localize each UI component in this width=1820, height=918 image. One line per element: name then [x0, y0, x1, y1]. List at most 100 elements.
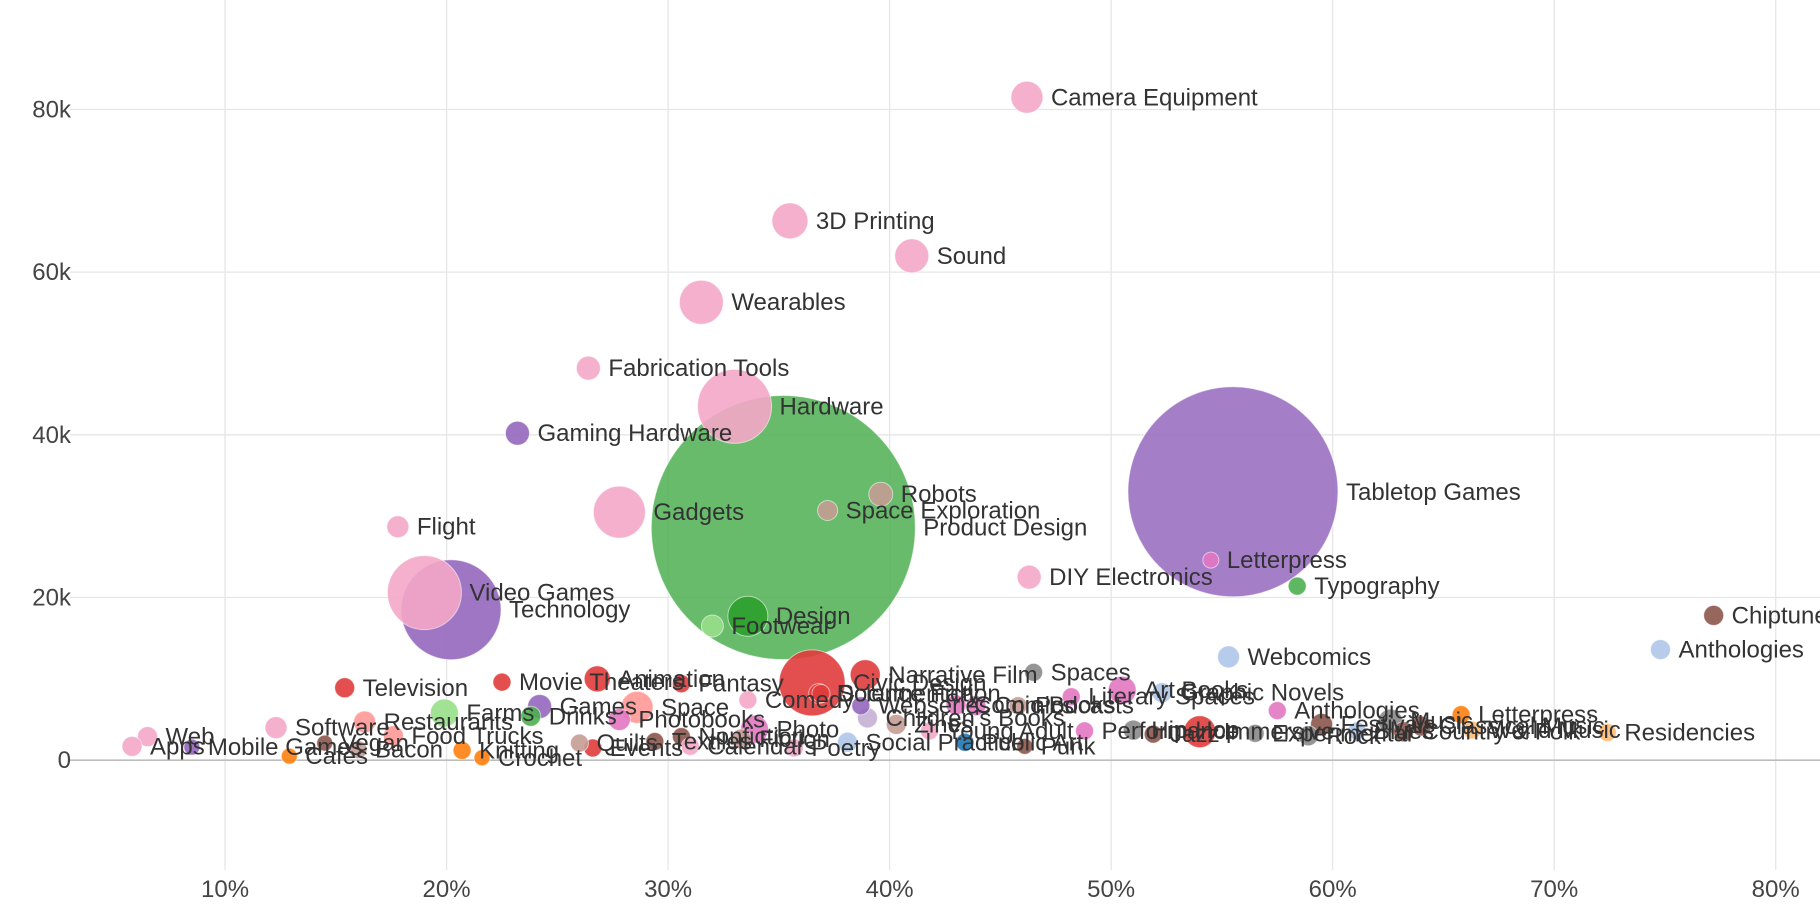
bubble-point[interactable]: [727, 595, 769, 637]
bubble-point[interactable]: [1451, 705, 1471, 725]
bubble-point[interactable]: [738, 690, 758, 710]
bubble-point[interactable]: [382, 725, 404, 747]
bubble-point[interactable]: [955, 732, 975, 752]
bubble-point[interactable]: [1347, 721, 1367, 741]
bubble-point[interactable]: [452, 740, 472, 760]
bubble-point[interactable]: [1061, 687, 1081, 707]
bubble-point[interactable]: [348, 740, 368, 760]
bubble-point[interactable]: [1217, 645, 1241, 669]
bubble-point[interactable]: [334, 677, 356, 699]
bubble-label: Graphic Novels: [1180, 680, 1344, 707]
bubble-point[interactable]: [771, 202, 809, 240]
bubble-point[interactable]: [817, 499, 839, 521]
bubble-label: Gadgets: [653, 499, 744, 526]
bubble-label: Webseries: [878, 693, 991, 720]
bubble-point[interactable]: [700, 614, 724, 638]
bubble-point[interactable]: [429, 698, 459, 728]
bubble-point[interactable]: [1267, 701, 1287, 721]
bubble-point[interactable]: [784, 738, 804, 758]
bubble-label: Flight: [417, 514, 476, 541]
bubble-label: Experimental: [1272, 720, 1412, 747]
bubble-point[interactable]: [1703, 604, 1725, 626]
bubble-point[interactable]: [137, 726, 159, 748]
bubble-label: DIY Electronics: [1049, 564, 1213, 591]
bubble-label: Young Adult: [946, 718, 1074, 745]
bubble-point[interactable]: [1297, 725, 1319, 747]
bubble-point[interactable]: [1287, 576, 1307, 596]
bubble-point[interactable]: [386, 555, 462, 631]
bubble-point[interactable]: [1008, 696, 1028, 716]
bubble-point[interactable]: [575, 355, 601, 381]
bubble-point[interactable]: [386, 515, 410, 539]
bubble-point[interactable]: [316, 734, 334, 752]
bubble-point[interactable]: [1462, 720, 1482, 740]
y-tick-label: 60k: [32, 259, 72, 286]
bubble-point[interactable]: [671, 674, 691, 694]
bubble-point[interactable]: [569, 733, 589, 753]
bubble-label: Sound: [937, 243, 1006, 270]
bubble-point[interactable]: [183, 738, 201, 756]
bubble-point[interactable]: [849, 659, 881, 691]
bubble-point[interactable]: [583, 665, 611, 693]
bubble-point[interactable]: [1075, 721, 1095, 741]
bubble-point[interactable]: [520, 705, 542, 727]
bubble-label: Camera Equipment: [1051, 84, 1258, 111]
bubble-point[interactable]: [650, 395, 916, 661]
bubble-point[interactable]: [945, 694, 967, 716]
bubble-point[interactable]: [1024, 662, 1044, 682]
bubble-point[interactable]: [1597, 723, 1617, 743]
bubble-label: Footwear: [731, 613, 831, 640]
bubble-point[interactable]: [697, 368, 773, 444]
bubble-point[interactable]: [837, 731, 859, 753]
bubble-point[interactable]: [851, 696, 871, 716]
bubble-point[interactable]: [1650, 639, 1672, 661]
bubble-point[interactable]: [1127, 386, 1339, 598]
bubble-point[interactable]: [1143, 724, 1163, 744]
bubble-point[interactable]: [121, 735, 143, 757]
bubble-point[interactable]: [264, 716, 288, 740]
bubble-point[interactable]: [645, 731, 665, 751]
bubble-point[interactable]: [607, 708, 631, 732]
bubbles: [121, 80, 1725, 767]
bubble-point[interactable]: [280, 747, 298, 765]
bubble-point[interactable]: [1245, 723, 1265, 743]
bubble-point[interactable]: [473, 749, 491, 767]
bubble-point[interactable]: [504, 420, 530, 446]
bubble-point[interactable]: [885, 713, 907, 735]
bubble-point[interactable]: [778, 649, 846, 717]
bubble-point[interactable]: [730, 728, 752, 750]
bubble-point[interactable]: [894, 238, 930, 274]
bubble-label: Movie Theaters: [519, 669, 684, 696]
bubble-label: Games: [560, 694, 637, 721]
x-tick-label: 70%: [1530, 876, 1578, 903]
bubble-point[interactable]: [1122, 719, 1144, 741]
axis-tick-labels: 10% 20% 30% 40% 50% 60% 70% 80% 0 20k 40k 60k 80k: [32, 96, 1799, 903]
bubble-point[interactable]: [919, 721, 939, 741]
bubble-label: Web: [166, 724, 215, 751]
bubble-label: Knitting: [479, 737, 559, 764]
bubble-point[interactable]: [678, 279, 724, 325]
bubble-label: Fantasy: [698, 671, 783, 698]
bubble-label: Software: [295, 715, 390, 742]
bubble-point[interactable]: [811, 683, 831, 703]
bubble-point[interactable]: [1016, 564, 1042, 590]
bubble-label: Jazz: [1170, 721, 1219, 748]
bubble-point[interactable]: [680, 736, 700, 756]
bubble-label: Vegan: [341, 730, 409, 757]
bubble-point[interactable]: [492, 672, 512, 692]
bubble-point[interactable]: [592, 485, 646, 539]
bubble-point[interactable]: [1151, 682, 1173, 704]
y-tick-label: 0: [58, 747, 71, 774]
bubble-point[interactable]: [1183, 715, 1217, 749]
bubble-point[interactable]: [1393, 721, 1415, 743]
bubble-point[interactable]: [868, 481, 894, 507]
bubble-label: Cafes: [305, 743, 368, 770]
bubble-point[interactable]: [1202, 551, 1220, 569]
bubble-point[interactable]: [353, 710, 377, 734]
bubble-label: Documentary: [837, 680, 980, 707]
bubble-point[interactable]: [1016, 737, 1034, 755]
bubble-point[interactable]: [1010, 80, 1044, 114]
bubble-label: Civic Design: [853, 670, 986, 697]
bubble-point[interactable]: [1107, 675, 1137, 705]
bubble-label: Immersive: [1224, 719, 1335, 746]
